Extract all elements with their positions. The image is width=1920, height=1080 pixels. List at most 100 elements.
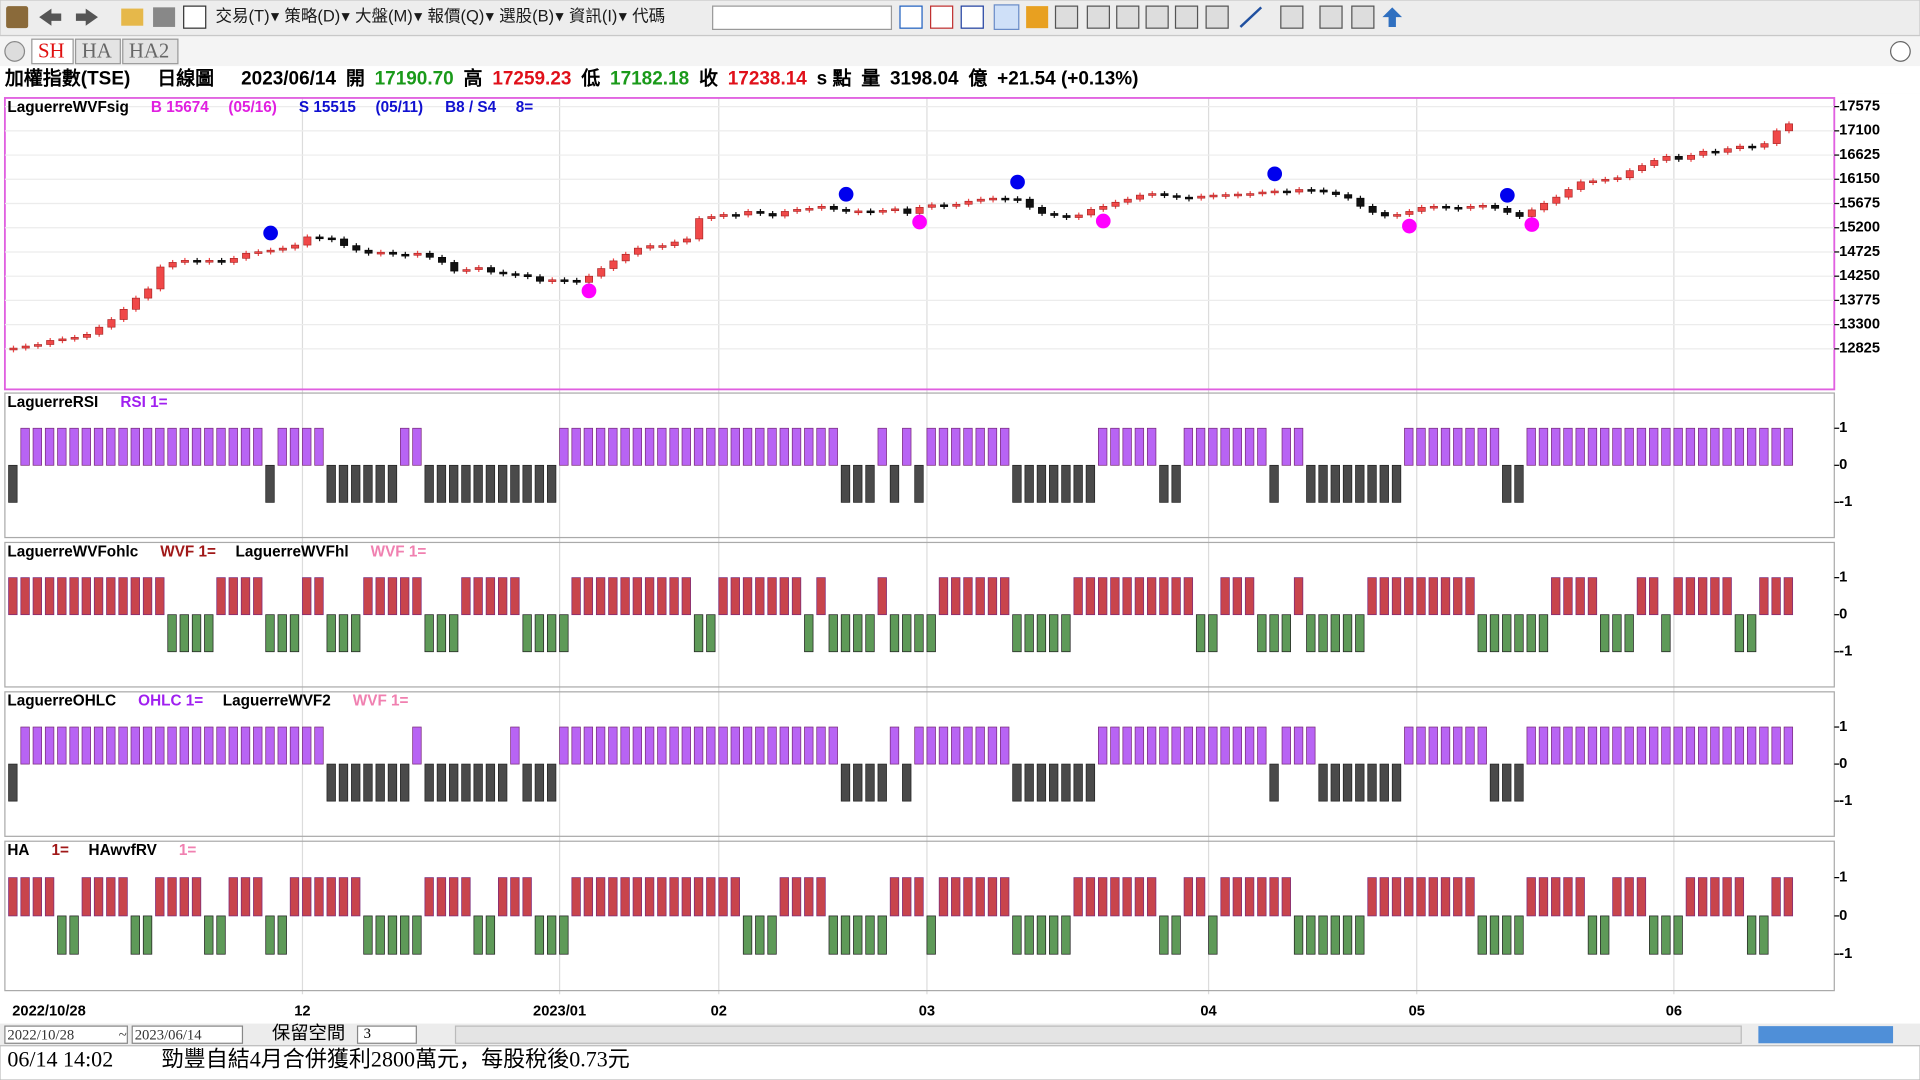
candle — [144, 288, 153, 299]
signal-bar — [1600, 915, 1610, 955]
menu-dropdown-arrow: ▾ — [555, 7, 564, 26]
menu-item[interactable]: 資訊(I) — [569, 7, 618, 26]
info-text: 低 — [580, 67, 600, 90]
tab[interactable] — [31, 38, 74, 65]
signal-bar — [44, 427, 55, 466]
signal-bar — [816, 427, 826, 466]
signal-bar — [1514, 464, 1524, 503]
signal-bar — [1575, 427, 1585, 466]
signal-bar — [963, 427, 973, 466]
signal-bar — [608, 726, 618, 765]
x-tick-label: 12 — [294, 1003, 310, 1019]
candle — [1038, 207, 1047, 214]
tab-label[interactable]: HA — [82, 38, 112, 62]
zoom-buttons[interactable] — [1758, 1026, 1894, 1044]
candle — [817, 206, 826, 209]
signal-bar — [632, 726, 642, 765]
signal-bar — [265, 464, 275, 503]
signal-bar — [216, 577, 226, 616]
signal-bar — [1134, 427, 1145, 466]
tab-label[interactable]: HA2 — [129, 38, 169, 62]
signal-bar — [1404, 877, 1414, 917]
toolbar-icons — [6, 4, 1403, 30]
signal-bar — [1342, 915, 1353, 955]
search-button[interactable] — [1890, 41, 1911, 62]
y-tick-label: 16625 — [1839, 147, 1880, 163]
legend-text: WVF 1= — [371, 543, 427, 560]
date-input[interactable] — [4, 1025, 128, 1044]
signal-bar — [1073, 464, 1083, 503]
tab[interactable] — [74, 38, 121, 65]
candle — [1772, 130, 1781, 144]
signal-bar — [1722, 877, 1732, 917]
menu-dropdown-arrow: ▾ — [271, 7, 280, 26]
reserve-input[interactable] — [356, 1025, 417, 1044]
signal-bar — [1673, 427, 1683, 466]
menu-item[interactable]: 交易(T) — [216, 7, 270, 26]
menu-item[interactable]: 報價(Q) — [427, 7, 484, 26]
y-tick-label: -1 — [1839, 793, 1852, 809]
signal-bar — [681, 427, 691, 466]
candle — [1111, 201, 1120, 207]
signal-bar — [522, 877, 532, 917]
legend-text: RSI 1= — [120, 394, 167, 411]
info-text: 收 — [699, 67, 718, 90]
signal-bar — [1355, 614, 1365, 653]
menu-item[interactable]: 策略(D) — [284, 7, 340, 26]
signal-bar — [583, 726, 594, 765]
signal-bar — [1759, 427, 1769, 466]
candle — [964, 200, 973, 205]
signal-bar — [681, 877, 691, 917]
legend-text: LaguerreWVF2 — [223, 693, 331, 710]
signal-bar — [706, 877, 716, 917]
date-input[interactable] — [131, 1025, 244, 1044]
candle — [1246, 193, 1255, 196]
signal-bar — [253, 726, 263, 765]
y-tick-label: 0 — [1839, 457, 1847, 473]
candle — [866, 210, 875, 214]
signal-bar — [1110, 877, 1120, 917]
signal-bar — [436, 464, 447, 503]
tab[interactable] — [122, 38, 179, 65]
y-tick-label: 13775 — [1839, 292, 1880, 308]
menu-item[interactable]: 選股(B) — [499, 7, 554, 26]
signal-bar — [351, 614, 361, 653]
candle — [1099, 206, 1108, 210]
signal-bar — [20, 726, 30, 765]
signal-bar — [485, 763, 496, 802]
signal-bar — [840, 614, 851, 653]
signal-bar — [938, 726, 949, 765]
signal-bar — [951, 877, 961, 917]
signal-bar — [559, 427, 569, 466]
signal-bar — [1355, 464, 1365, 503]
signal-bar — [546, 614, 557, 653]
signal-bar — [118, 877, 128, 917]
signal-bar — [1440, 877, 1451, 917]
signal-bar — [534, 464, 545, 503]
menu-item[interactable]: 代碼 — [632, 7, 665, 26]
x-tick-label: 04 — [1200, 1003, 1217, 1019]
signal-bar — [1379, 464, 1389, 503]
signal-bar — [1771, 726, 1781, 765]
signal-bar — [644, 427, 655, 466]
signal-bar — [755, 427, 765, 466]
signal-bar — [106, 427, 116, 466]
candle — [425, 252, 434, 258]
candle — [278, 247, 287, 251]
candle — [1368, 206, 1377, 213]
y-tick-label: 13300 — [1839, 317, 1880, 333]
tab-label[interactable]: SH — [38, 38, 65, 62]
signal-bar — [1036, 763, 1047, 802]
signal-bar — [877, 763, 887, 802]
signal-bar — [1293, 915, 1304, 955]
signal-bar — [32, 877, 42, 917]
menu-item[interactable]: 大盤(M) — [355, 7, 413, 26]
signal-bar — [1330, 464, 1340, 503]
tab-menu-button[interactable] — [4, 41, 26, 62]
scrollbar[interactable] — [454, 1025, 1742, 1044]
signal-bar — [1330, 614, 1340, 653]
candle — [1711, 150, 1720, 154]
signal-bar — [265, 726, 275, 765]
signal-bar — [902, 427, 912, 466]
signal-bar — [1281, 726, 1291, 765]
